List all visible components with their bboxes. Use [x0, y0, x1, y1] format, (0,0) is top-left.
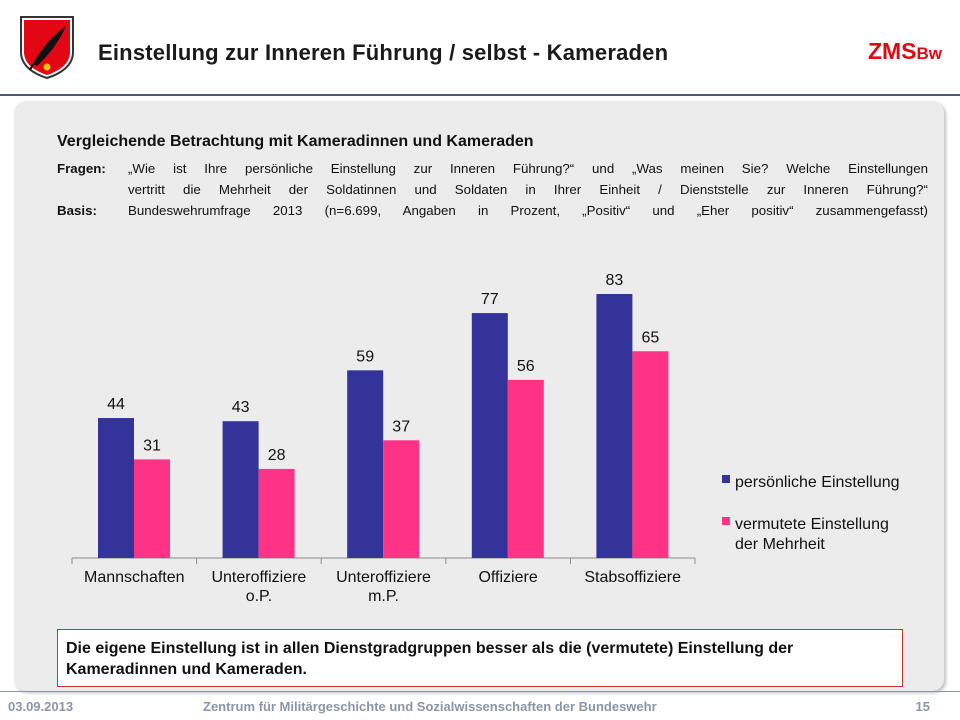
basis-label: Basis:: [57, 203, 97, 218]
bar-personal-3: [347, 370, 384, 558]
footer-page-number: 15: [915, 699, 930, 714]
data-label: 28: [268, 447, 286, 464]
x-tick-label: m.P.: [368, 588, 399, 605]
slide-footer: 03.09.2013 Zentrum für Militärgeschichte…: [0, 691, 960, 720]
bar-personal-2: [222, 421, 259, 558]
legend-label: der Mehrheit: [735, 536, 825, 553]
data-label: 37: [392, 418, 410, 435]
brand-sub: Bw: [916, 44, 943, 63]
data-label: 83: [606, 272, 624, 289]
conclusion-text: Die eigene Einstellung ist in allen Dien…: [66, 640, 794, 678]
bar-personal-4: [471, 313, 508, 558]
footer-institution: Zentrum für Militärgeschichte und Sozial…: [203, 699, 657, 714]
fragen-line-1: „Wie ist Ihre persönliche Einstellung zu…: [128, 161, 928, 176]
basis-text: Bundeswehrumfrage 2013 (n=6.699, Angaben…: [128, 203, 928, 218]
footer-divider: [0, 691, 960, 692]
x-tick-label: o.P.: [246, 588, 272, 605]
x-tick-label: Stabsoffiziere: [584, 569, 681, 586]
bar-presumed-2: [258, 468, 295, 558]
data-label: 56: [517, 358, 535, 375]
shield-feather-icon: [20, 16, 74, 80]
conclusion-callout: Die eigene Einstellung ist in allen Dien…: [57, 629, 903, 687]
data-label: 43: [232, 399, 250, 416]
legend-label: persönliche Einstellung: [735, 474, 900, 491]
x-tick-label: Mannschaften: [84, 569, 185, 586]
x-tick-label: Offiziere: [478, 569, 537, 586]
bar-personal-1: [98, 418, 134, 558]
footer-date: 03.09.2013: [8, 699, 74, 714]
brand-logo-text: ZMSBw: [868, 38, 942, 65]
data-label: 44: [107, 396, 125, 413]
legend-swatch: [722, 517, 730, 525]
legend-swatch: [722, 475, 730, 483]
x-tick-label: Unteroffiziere: [211, 569, 306, 586]
fragen-line-2: vertritt die Mehrheit der Soldatinnen un…: [128, 182, 928, 197]
data-label: 59: [356, 348, 374, 365]
chart-subtitle: Vergleichende Betrachtung mit Kameradinn…: [57, 133, 534, 150]
legend-label: vermutete Einstellung: [735, 516, 889, 533]
brand-main: ZMS: [867, 38, 917, 64]
bar-presumed-4: [507, 379, 544, 558]
slide-title: Einstellung zur Inneren Führung / selbst…: [98, 40, 669, 65]
data-label: 65: [642, 329, 660, 346]
bar-presumed-3: [383, 440, 420, 558]
data-label: 31: [143, 437, 161, 454]
data-label: 77: [481, 291, 499, 308]
x-tick-label: Unteroffiziere: [336, 569, 431, 586]
bar-personal-5: [596, 294, 633, 558]
fragen-label: Fragen:: [57, 161, 106, 176]
slide-header: Einstellung zur Inneren Führung / selbst…: [0, 0, 960, 96]
bar-presumed-1: [134, 459, 170, 558]
bar-presumed-5: [632, 351, 669, 558]
header-divider: [0, 94, 960, 96]
